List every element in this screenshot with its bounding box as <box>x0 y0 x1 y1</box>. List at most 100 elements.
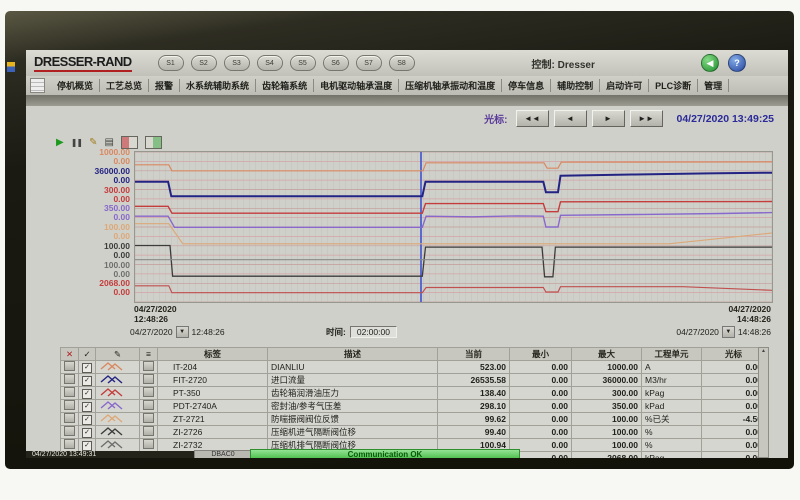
series-PDT-2740A <box>135 211 772 229</box>
table-row-PDT-2740A[interactable]: ✓ PDT-2740A 密封油/参考气压差 298.10 0.00 350.00 kPad 0… <box>60 399 766 413</box>
start-picker-date[interactable]: 04/27/2020 <box>130 327 173 337</box>
row-checkbox[interactable]: ✓ <box>82 363 92 373</box>
column-header-5[interactable]: 工程单元 <box>641 347 702 361</box>
s-button-S8[interactable]: S8 <box>388 55 415 71</box>
legend-toggle-red-icon[interactable] <box>120 136 138 149</box>
s-button-S7[interactable]: S7 <box>355 55 382 71</box>
row-config-button[interactable] <box>143 400 154 410</box>
close-column-icon[interactable]: ✕ <box>60 347 79 361</box>
help-icon[interactable]: ? <box>728 54 746 72</box>
time-span-control: 时间: 02:00:00 <box>326 326 397 338</box>
column-header-2[interactable]: 当前 <box>437 347 510 361</box>
row-select-box[interactable] <box>64 374 75 384</box>
s-button-row: S1 S2 S3 S4 S5 S6 S7 S8 <box>157 55 422 71</box>
row-select-box[interactable] <box>64 439 75 449</box>
cursor-step-button-2[interactable]: ► <box>591 110 625 127</box>
row-checkbox[interactable]: ✓ <box>82 415 92 425</box>
row-config-button[interactable] <box>143 374 154 384</box>
cursor-step-button-0[interactable]: ◄◄ <box>515 110 549 127</box>
row-config-button[interactable] <box>143 439 154 449</box>
axis-labels: 1000.00 0.00 36000.00 0.00 300.00 0.00 350.00 0… <box>52 147 130 298</box>
table-scrollbar[interactable]: ▲ <box>758 347 769 458</box>
s-button-S3[interactable]: S3 <box>223 55 250 71</box>
column-header-4[interactable]: 最大 <box>571 347 642 361</box>
row-pen-style-cell <box>95 360 140 374</box>
cursor-step-button-3[interactable]: ►► <box>629 110 663 127</box>
row-select-box[interactable] <box>64 400 75 410</box>
cell-tag: ZI-2726 <box>157 425 268 439</box>
row-config-button[interactable] <box>143 426 154 436</box>
tab-10[interactable]: PLC诊断 <box>649 79 699 92</box>
sort-column-icon: ≡ <box>139 347 158 361</box>
table-row-ZT-2721[interactable]: ✓ ZT-2721 防喘振阀阀位反馈 99.62 0.00 100.00 %已关 -4.50 <box>60 412 766 426</box>
row-checkbox[interactable]: ✓ <box>82 428 92 438</box>
end-picker[interactable]: 04/27/2020 ▼ 14:48:26 <box>676 326 771 338</box>
tab-1[interactable]: 工艺总览 <box>100 79 150 92</box>
pen-icon[interactable]: ✎ <box>89 136 98 148</box>
table-row-IT-204[interactable]: ✓ IT-204 DIANLIU 523.00 0.00 1000.00 A 0.00 <box>60 360 766 374</box>
tab-strip-icon[interactable] <box>30 78 45 93</box>
table-row-ZI-2726[interactable]: ✓ ZI-2726 压缩机进气隔断阀位移 99.40 0.00 100.00% 0.00 <box>60 425 766 439</box>
legend-toggle-green-icon[interactable] <box>144 136 162 149</box>
tab-8[interactable]: 辅助控制 <box>551 79 601 92</box>
tab-4[interactable]: 齿轮箱系统 <box>256 79 315 92</box>
tab-11[interactable]: 管理 <box>698 79 730 92</box>
cell-min: 0.00 <box>509 412 572 426</box>
tag-table-head: ✕ ✓ ✎ ≡ 标签 描述 当前 最小 最大 工程单元 光标 <box>60 347 766 361</box>
column-header-1[interactable]: 描述 <box>267 347 438 361</box>
row-checkbox[interactable]: ✓ <box>82 441 92 451</box>
tab-3[interactable]: 水系统辅助系统 <box>180 79 257 92</box>
row-select-box[interactable] <box>64 361 75 371</box>
check-column-icon: ✓ <box>78 347 96 361</box>
cell-current: 298.10 <box>437 399 510 413</box>
tab-0[interactable]: 停机概览 <box>51 79 101 92</box>
tab-2[interactable]: 报警 <box>149 79 181 92</box>
start-picker-dropdown-icon[interactable]: ▼ <box>175 326 189 338</box>
row-select-box[interactable] <box>64 387 75 397</box>
table-row-ZI-2732[interactable]: ✓ ZI-2732 压缩机排气隔断阀位移 100.94 0.00 100.00% 0.00 <box>60 438 766 452</box>
cell-desc: DIANLIU <box>267 360 438 374</box>
row-select-cell <box>60 360 79 374</box>
table-row-FIT-2720[interactable]: ✓ FIT-2720 进口流量 26535.58 0.00 36000.00 M3/hr 0.… <box>60 373 766 387</box>
tab-5[interactable]: 电机驱动轴承温度 <box>314 79 400 92</box>
cell-current: 26535.58 <box>437 373 510 387</box>
row-checkbox[interactable]: ✓ <box>82 402 92 412</box>
cursor-step-button-1[interactable]: ◄ <box>553 110 587 127</box>
row-config-button[interactable] <box>143 413 154 423</box>
cell-unit: % <box>641 438 702 452</box>
print-icon[interactable]: ▤ <box>104 136 114 148</box>
tab-7[interactable]: 停车信息 <box>502 79 552 92</box>
s-button-S4[interactable]: S4 <box>256 55 283 71</box>
tab-9[interactable]: 启动许可 <box>600 79 650 92</box>
pause-icon[interactable]: ❚❚ <box>70 137 83 147</box>
time-span-value[interactable]: 02:00:00 <box>349 326 397 338</box>
end-picker-date[interactable]: 04/27/2020 <box>676 327 719 337</box>
table-row-PT-350[interactable]: ✓ PT-350 齿轮箱润滑油压力 138.40 0.00 300.00 kPag 0.00 <box>60 386 766 400</box>
cell-tag: ZT-2721 <box>157 412 268 426</box>
communication-status-button[interactable]: Communication OK <box>250 449 520 458</box>
start-picker[interactable]: 04/27/2020 ▼ 12:48:26 <box>130 326 225 338</box>
start-picker-time[interactable]: 12:48:26 <box>191 327 225 337</box>
axis-pair-ZT-2721: 100.00 0.00 <box>52 222 130 242</box>
tab-6[interactable]: 压缩机轴承振动和温度 <box>399 79 503 92</box>
end-picker-dropdown-icon[interactable]: ▼ <box>721 326 735 338</box>
tag-table-body: ✓ IT-204 DIANLIU 523.00 0.00 1000.00 A 0.00 ✓ FIT… <box>60 360 766 458</box>
end-picker-time[interactable]: 14:48:26 <box>737 327 771 337</box>
s-button-S6[interactable]: S6 <box>322 55 349 71</box>
row-select-box[interactable] <box>64 426 75 436</box>
s-button-S5[interactable]: S5 <box>289 55 316 71</box>
row-select-box[interactable] <box>64 413 75 423</box>
s-button-S2[interactable]: S2 <box>190 55 217 71</box>
column-header-3[interactable]: 最小 <box>509 347 572 361</box>
row-config-button[interactable] <box>143 361 154 371</box>
back-icon[interactable]: ◀ <box>701 54 719 72</box>
trend-plot[interactable] <box>134 151 773 303</box>
row-checkbox[interactable]: ✓ <box>82 389 92 399</box>
column-header-0[interactable]: 标签 <box>157 347 268 361</box>
s-button-S1[interactable]: S1 <box>157 55 184 71</box>
cell-tag: FIT-2720 <box>157 373 268 387</box>
row-config-button[interactable] <box>143 387 154 397</box>
row-checkbox[interactable]: ✓ <box>82 376 92 386</box>
column-header-6[interactable]: 光标 <box>701 347 766 361</box>
play-icon[interactable]: ▶ <box>56 136 64 148</box>
